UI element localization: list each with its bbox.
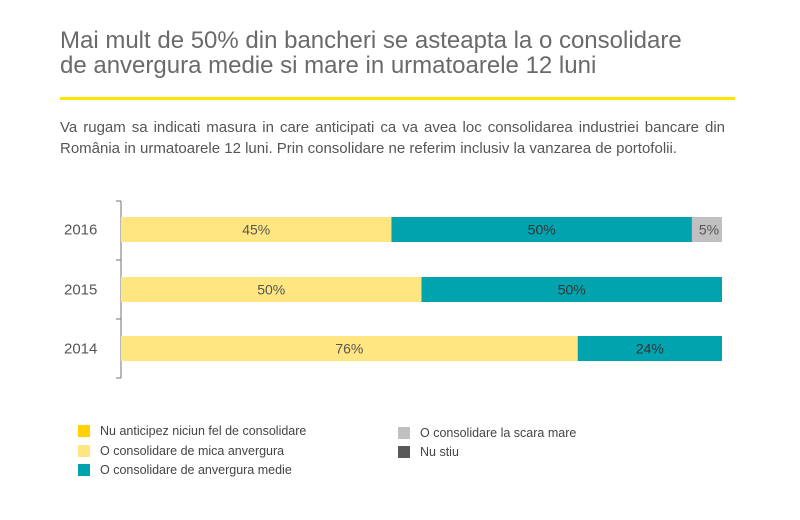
bar-segment-2016-3 — [691, 217, 722, 242]
bar-segment-2016-2 — [391, 217, 692, 242]
bar-segment-2014-1 — [121, 336, 578, 361]
data-label-2016-2: 50% — [528, 222, 556, 238]
stacked-bar-chart: 2016 45% 50% 5% 2015 50% 50% 2014 76% 24% — [64, 200, 722, 379]
data-label-2014-2: 24% — [636, 341, 664, 357]
data-label-2016-1: 45% — [242, 222, 270, 238]
legend-label: Nu stiu — [420, 445, 459, 459]
chart-title-line-2: de anvergura medie si mare in urmatoarel… — [60, 52, 597, 79]
chart-title-line-1: Mai mult de 50% din bancheri se asteapta… — [60, 27, 682, 54]
category-label-2014: 2014 — [64, 341, 97, 358]
chart-title: Mai mult de 50% din bancheri se asteapta… — [60, 28, 760, 78]
bar-segment-2015-2 — [421, 277, 722, 302]
data-label-2015-1: 50% — [257, 282, 285, 298]
data-label-2014-1: 76% — [335, 341, 363, 357]
survey-question: Va rugam sa indicati masura in care anti… — [60, 119, 725, 157]
bar-segment-2014-2 — [577, 336, 722, 361]
category-label-2015: 2015 — [64, 282, 97, 299]
bar-segment-2016-1 — [121, 217, 392, 242]
data-label-2016-3: 5% — [699, 222, 719, 238]
legend-label: O consolidare la scara mare — [420, 426, 577, 440]
title-divider — [60, 97, 735, 100]
legend-label: O consolidare de mica anvergura — [100, 444, 285, 458]
bar-segment-2015-1 — [121, 277, 422, 302]
legend-swatch — [78, 464, 90, 476]
legend-swatch — [78, 425, 90, 437]
category-label-2016: 2016 — [64, 222, 97, 239]
data-label-2015-2: 50% — [558, 282, 586, 298]
legend-label: O consolidare de anvergura medie — [100, 463, 292, 477]
legend-swatch — [78, 445, 90, 457]
legend-label: Nu anticipez niciun fel de consolidare — [100, 424, 307, 438]
legend-swatch — [398, 427, 410, 439]
legend-swatch — [398, 446, 410, 458]
